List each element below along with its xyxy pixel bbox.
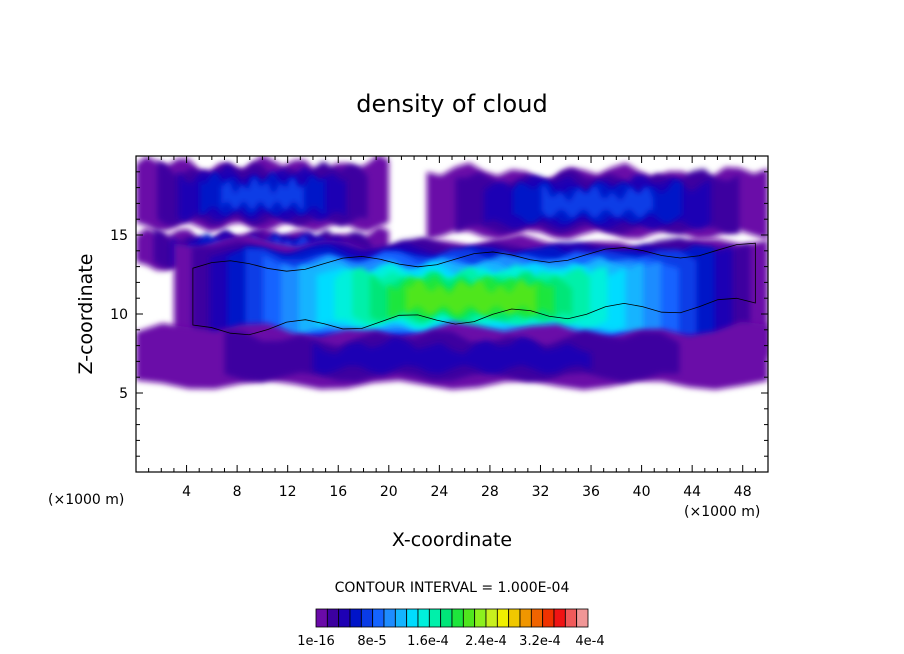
plot-area [136,156,768,472]
colorbar-swatch [530,608,544,628]
cloud-layer-lower-layer [312,336,592,375]
chart-title: density of cloud [356,90,547,118]
colorbar-tick-label: 8e-5 [357,634,386,649]
colorbar-swatch [349,608,362,628]
x-axis-title: X-coordinate [392,529,512,551]
x-tick-label: 28 [481,484,499,500]
x-tick-label: 48 [734,484,752,500]
colorbar-tick-label: 2.4e-4 [465,634,507,649]
colorbar-swatch [508,608,521,628]
colorbar-swatch [360,608,374,628]
colorbar-swatch [383,608,396,628]
x-tick-label: 44 [683,484,701,500]
colorbar-tick-label: 4e-4 [575,634,604,649]
colorbar-ticks: 1e-16 8e-5 1.6e-4 2.4e-4 3.2e-4 4e-4 [297,634,604,649]
y-tick-label: 15 [110,228,128,244]
x-tick-label: 16 [329,484,347,500]
colorbar-swatch [485,608,498,628]
colorbar-swatch [315,608,328,628]
x-axis: 4 8 12 16 20 24 28 32 36 40 44 48 [148,156,756,500]
colorbar-swatch [440,608,453,628]
y-axis: 5 10 15 [110,171,768,457]
colorbar-swatch [519,608,532,628]
x-tick-label: 12 [279,484,297,500]
cloud-layer-main-layer [405,278,537,316]
x-unit-right: (×1000 m) [684,504,760,520]
colorbar-swatch [553,608,566,628]
y-tick-label: 5 [119,386,128,402]
y-axis-title: Z-coordinate [75,254,97,375]
colorbar-swatch [372,608,385,628]
cloud-layer-upper-right [541,185,654,219]
colorbar-swatch [542,608,555,628]
cloud-layer-upper-left [220,176,304,211]
x-unit-left: (×1000 m) [48,492,124,508]
colorbar-swatch [451,608,464,628]
colorbar-swatch [428,608,442,628]
colorbar-swatch [576,608,589,628]
x-tick-label: 20 [380,484,398,500]
x-tick-label: 8 [233,484,242,500]
colorbar-swatch [462,608,476,628]
x-tick-label: 32 [532,484,550,500]
colorbar [315,608,589,628]
x-tick-label: 4 [182,484,191,500]
x-tick-label: 36 [582,484,600,500]
colorbar-swatch [496,608,510,628]
colorbar-swatch [474,608,487,628]
colorbar-swatch [564,608,578,628]
x-tick-label: 24 [430,484,448,500]
contour-interval-label: CONTOUR INTERVAL = 1.000E-04 [335,580,570,596]
x-tick-label: 40 [633,484,651,500]
colorbar-tick-label: 1e-16 [297,634,335,649]
colorbar-swatch [326,608,340,628]
density-field [136,156,768,390]
colorbar-swatch [338,608,351,628]
colorbar-tick-label: 1.6e-4 [407,634,449,649]
colorbar-swatch [394,608,408,628]
colorbar-swatch [417,608,430,628]
colorbar-tick-label: 3.2e-4 [519,634,561,649]
contour-line [192,242,756,336]
colorbar-swatch [406,608,419,628]
y-tick-label: 10 [110,307,128,323]
